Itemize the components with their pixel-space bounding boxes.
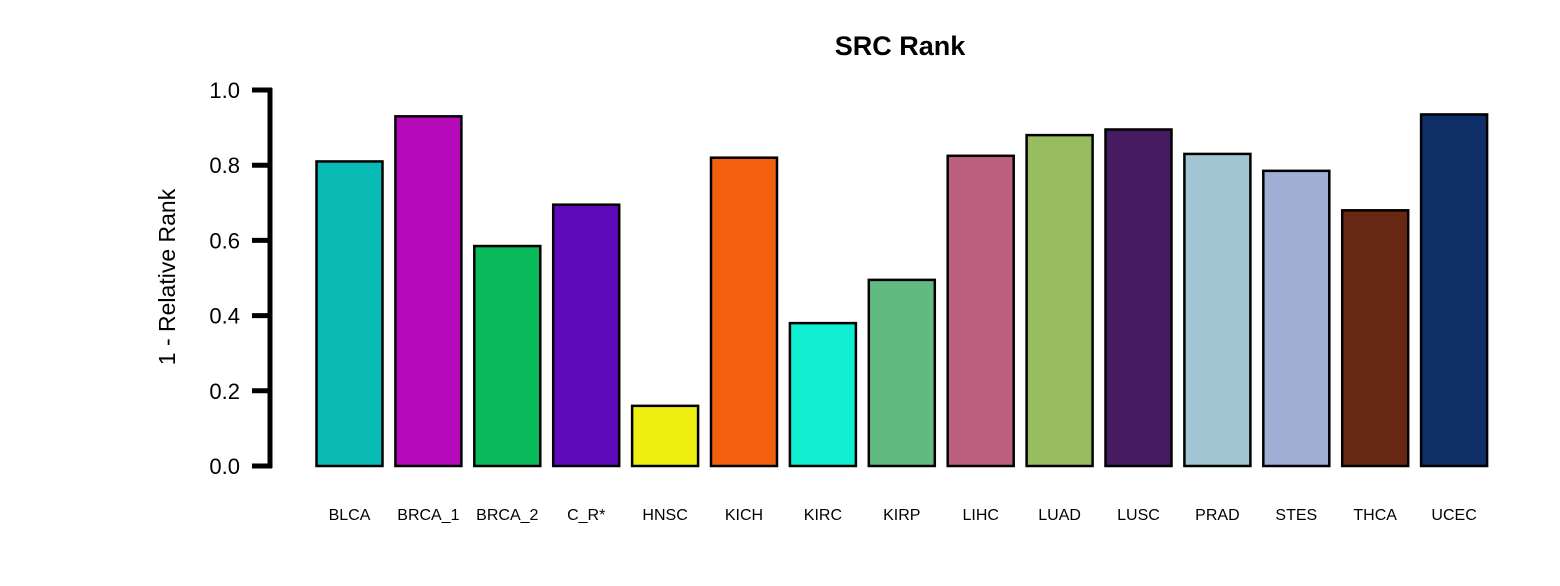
y-tick-label: 0.6 bbox=[209, 228, 240, 253]
x-tick-label: THCA bbox=[1353, 507, 1397, 524]
bar bbox=[1025, 133, 1094, 468]
bar bbox=[1262, 169, 1331, 468]
x-tick-label: C_R* bbox=[567, 507, 605, 524]
bar bbox=[709, 156, 779, 468]
y-tick-label: 0.0 bbox=[209, 454, 240, 479]
y-tick-label: 0.2 bbox=[209, 379, 240, 404]
y-axis-label: 1 - Relative Rank bbox=[154, 188, 180, 365]
bars bbox=[315, 113, 1489, 468]
bar bbox=[867, 278, 937, 468]
bar bbox=[1419, 113, 1489, 468]
bar bbox=[788, 321, 858, 468]
x-axis-tick-labels: BLCA BRCA_1 BRCA_2 C_R* HNSC KICH KIRC KIRP LIHC… bbox=[329, 507, 1477, 524]
x-tick-label: BRCA_2 bbox=[476, 507, 538, 524]
x-tick-label: KIRP bbox=[883, 507, 920, 524]
bar bbox=[473, 244, 542, 468]
bar bbox=[1183, 152, 1252, 468]
x-tick-label: BLCA bbox=[329, 507, 371, 524]
y-tick-label: 0.4 bbox=[209, 304, 240, 329]
bar bbox=[630, 404, 700, 468]
x-tick-label: LIHC bbox=[962, 507, 998, 524]
x-tick-label: KICH bbox=[725, 507, 763, 524]
bar bbox=[946, 154, 1015, 468]
x-tick-label: STES bbox=[1275, 507, 1317, 524]
x-tick-label: KIRC bbox=[804, 507, 842, 524]
bar bbox=[394, 115, 463, 468]
x-tick-label: HNSC bbox=[642, 507, 687, 524]
x-tick-label: PRAD bbox=[1195, 507, 1239, 524]
chart-title: SRC Rank bbox=[835, 31, 967, 61]
bar bbox=[315, 160, 384, 468]
bar bbox=[1340, 209, 1410, 468]
y-tick-label: 1.0 bbox=[209, 78, 240, 103]
y-axis-ticks: 0.0 0.2 0.4 0.6 0.8 1.0 bbox=[209, 78, 272, 479]
x-tick-label: LUSC bbox=[1117, 507, 1160, 524]
x-tick-label: BRCA_1 bbox=[397, 507, 459, 524]
x-tick-label: UCEC bbox=[1431, 507, 1476, 524]
bar bbox=[1104, 128, 1173, 468]
x-tick-label: LUAD bbox=[1038, 507, 1081, 524]
y-tick-label: 0.8 bbox=[209, 153, 240, 178]
bar bbox=[551, 203, 621, 468]
